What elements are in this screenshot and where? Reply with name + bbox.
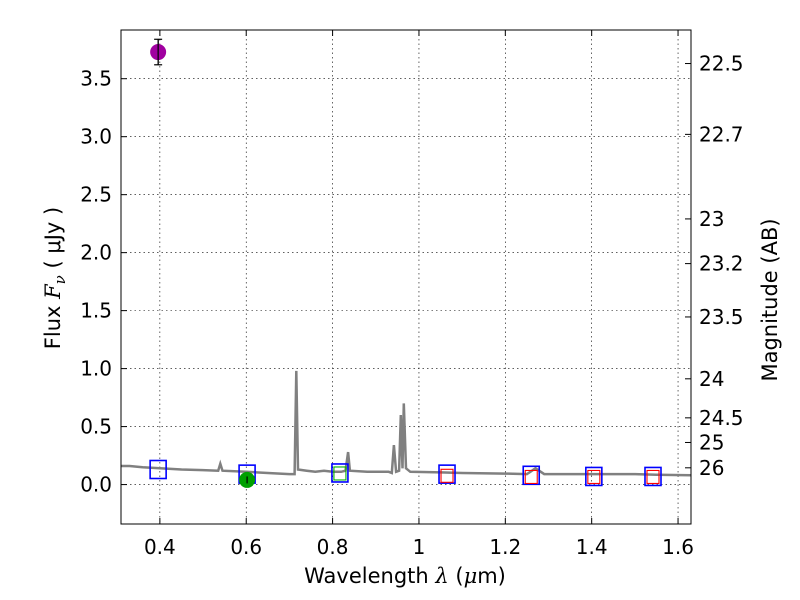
y-axis-title: Flux Fν ( μJy ) [41, 207, 69, 349]
y-tick-label: 0.0 [80, 473, 112, 497]
y-tick-label: 0.5 [80, 415, 112, 439]
y2-tick-label: 23 [699, 207, 724, 231]
y2-tick-label: 23.2 [699, 252, 744, 276]
observed-photometry [150, 38, 660, 488]
y2-tick-label: 23.5 [699, 305, 744, 329]
template-spectrum [121, 370, 691, 477]
model-point [331, 463, 349, 483]
y2-tick-label: 26 [699, 456, 724, 480]
model-point [149, 459, 167, 480]
x-tick-label: 1 [413, 535, 426, 559]
model-point [644, 466, 662, 487]
y-tick-label: 1.5 [80, 299, 112, 323]
y-tick-label: 1.0 [80, 357, 112, 381]
x-tick-label: 1.6 [662, 535, 694, 559]
x-tick-label: 0.6 [230, 535, 262, 559]
y2-tick-label: 24 [699, 367, 724, 391]
axis-ticks: 0.4 0.6 0.8 1 1.2 1.4 1.6 0.0 0.5 1.0 1.5 2.0 2.5 3.0… [80, 30, 744, 559]
x-axis-title: Wavelength λ (μm) [304, 564, 506, 588]
model-point [438, 464, 456, 484]
observed-point [646, 469, 660, 485]
x-tick-label: 0.4 [144, 535, 176, 559]
y2-tick-label: 24.5 [699, 406, 744, 430]
y-tick-label: 2.5 [80, 183, 112, 207]
y2-tick-label: 25 [699, 430, 724, 454]
y2-axis-title: Magnitude (AB) [758, 218, 782, 381]
y2-tick-label: 22.5 [699, 52, 744, 76]
model-point [585, 466, 603, 487]
y-tick-label: 3.5 [80, 67, 112, 91]
spectrum-line [121, 370, 691, 477]
model-point [522, 465, 541, 486]
x-tick-label: 1.4 [576, 535, 608, 559]
observed-point [333, 466, 347, 481]
observed-point [524, 469, 538, 485]
plot-frame [120, 29, 692, 525]
observed-point [440, 468, 454, 483]
x-tick-label: 1.2 [489, 535, 521, 559]
y2-tick-label: 22.7 [699, 122, 744, 146]
grid-lines [121, 30, 691, 524]
x-tick-label: 0.8 [317, 535, 349, 559]
y-tick-label: 2.0 [80, 241, 112, 265]
y-tick-label: 3.0 [80, 125, 112, 149]
observed-point [587, 469, 601, 485]
